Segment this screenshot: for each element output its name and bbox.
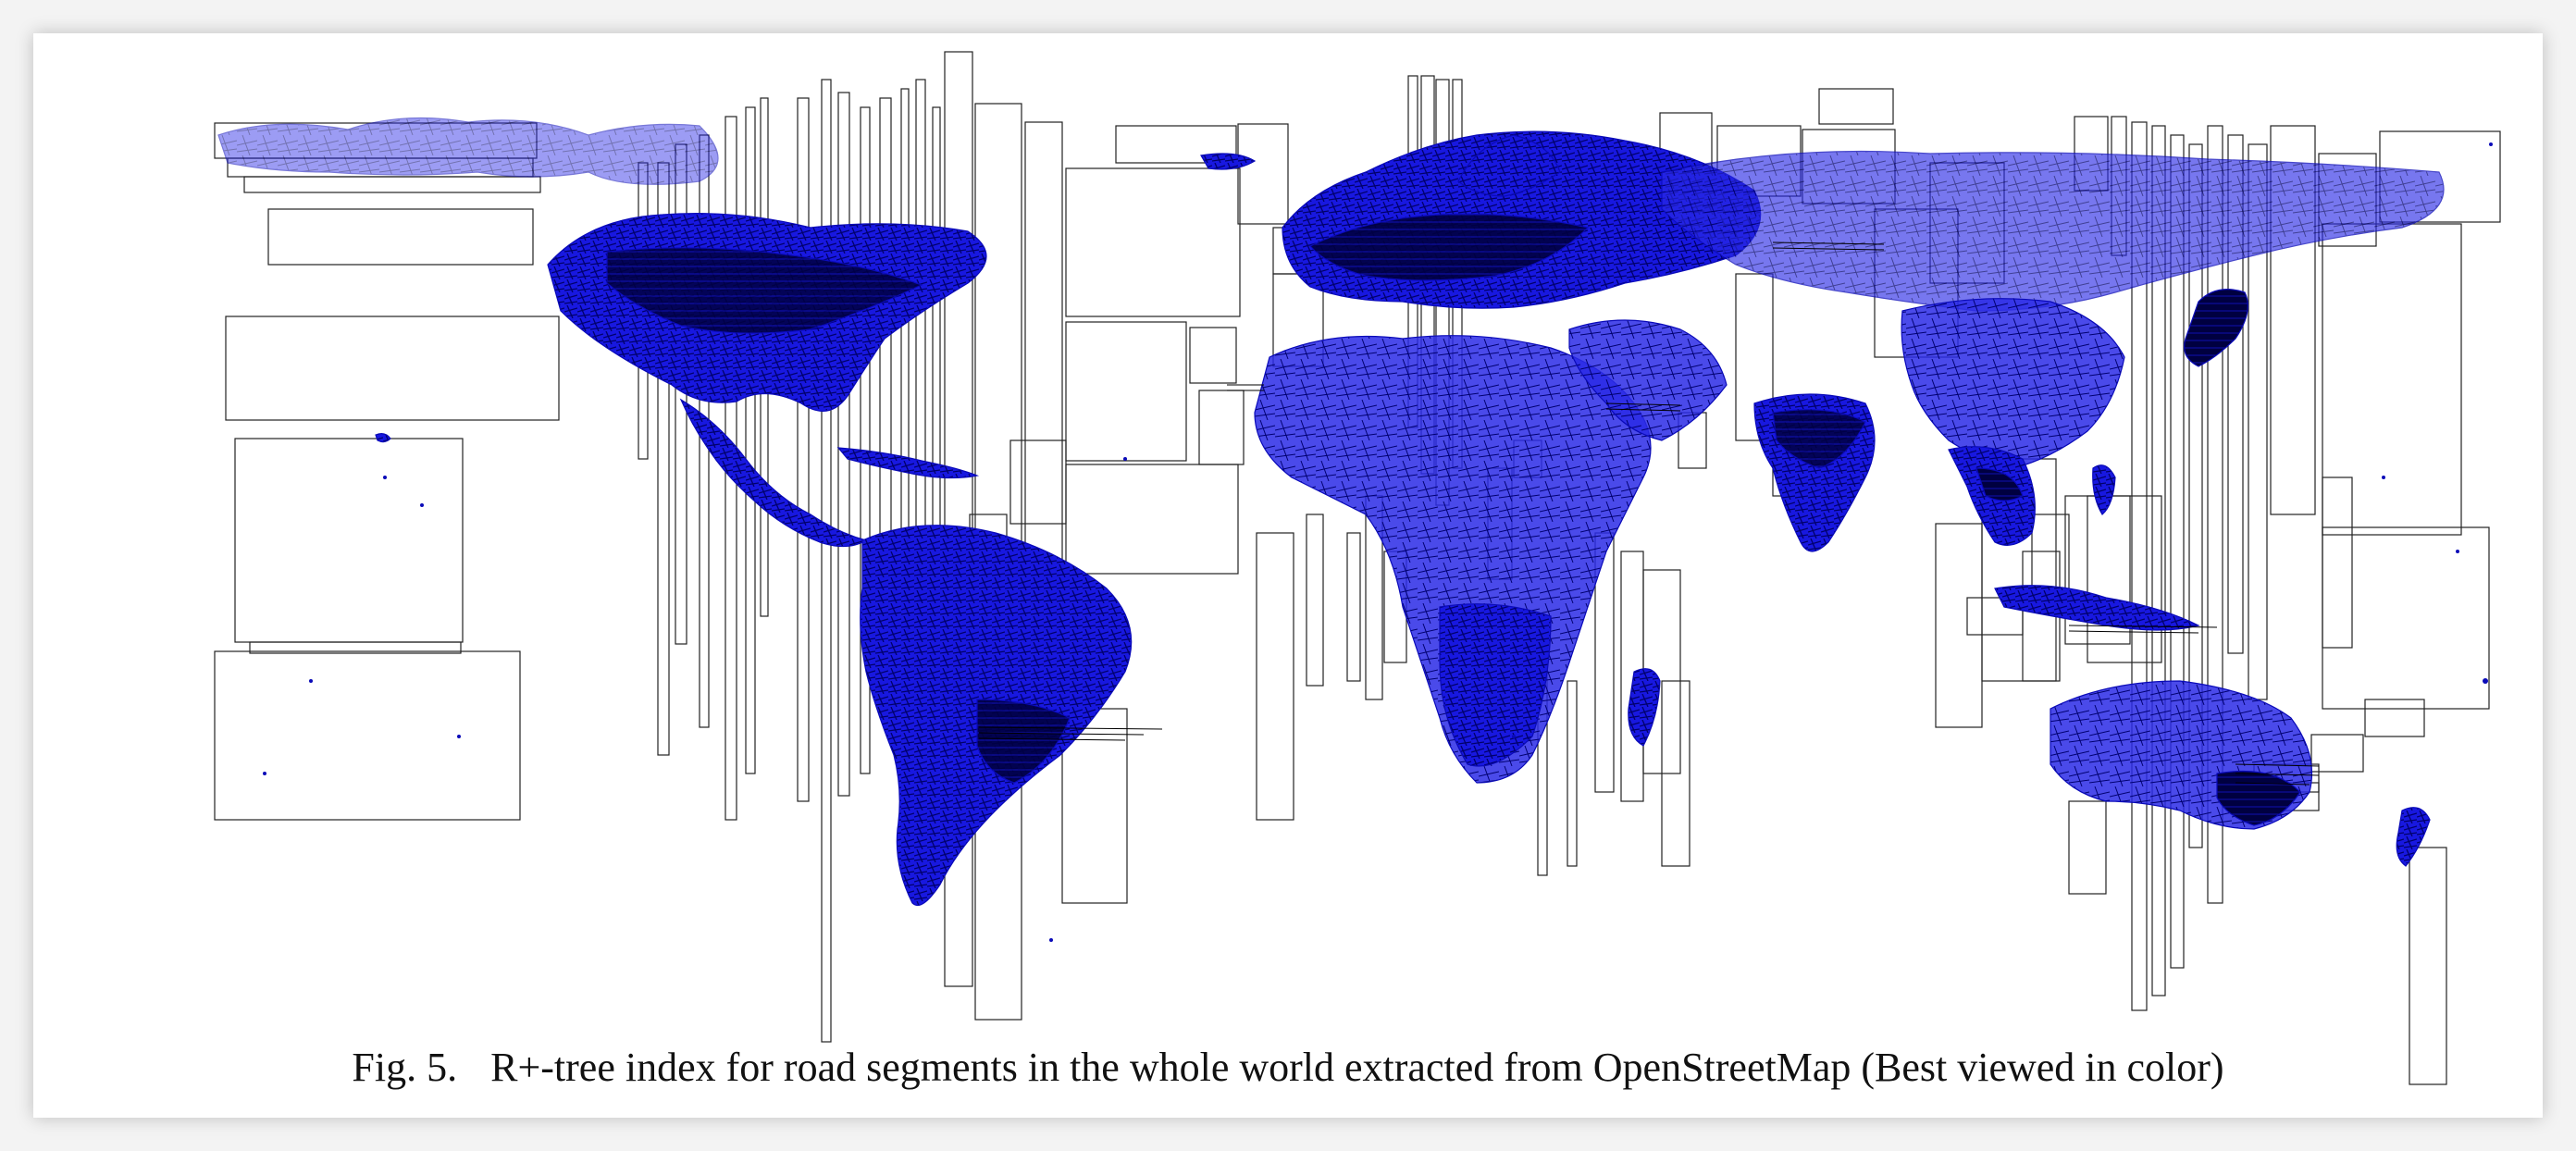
figure-caption-text: R+-tree index for road segments in the w… xyxy=(490,1045,2224,1090)
figure-caption: Fig. 5. R+-tree index for road segments i… xyxy=(33,1042,2543,1094)
road-network-continents xyxy=(217,117,2445,907)
figure-label: Fig. 5. xyxy=(352,1045,458,1090)
rtree-world-map-figure xyxy=(33,33,2543,1118)
paper-page: Fig. 5. R+-tree index for road segments i… xyxy=(33,33,2543,1118)
dense-index-strips xyxy=(978,241,2320,786)
isolated-road-points xyxy=(263,142,2493,942)
world-map-graphic xyxy=(214,51,2501,1085)
